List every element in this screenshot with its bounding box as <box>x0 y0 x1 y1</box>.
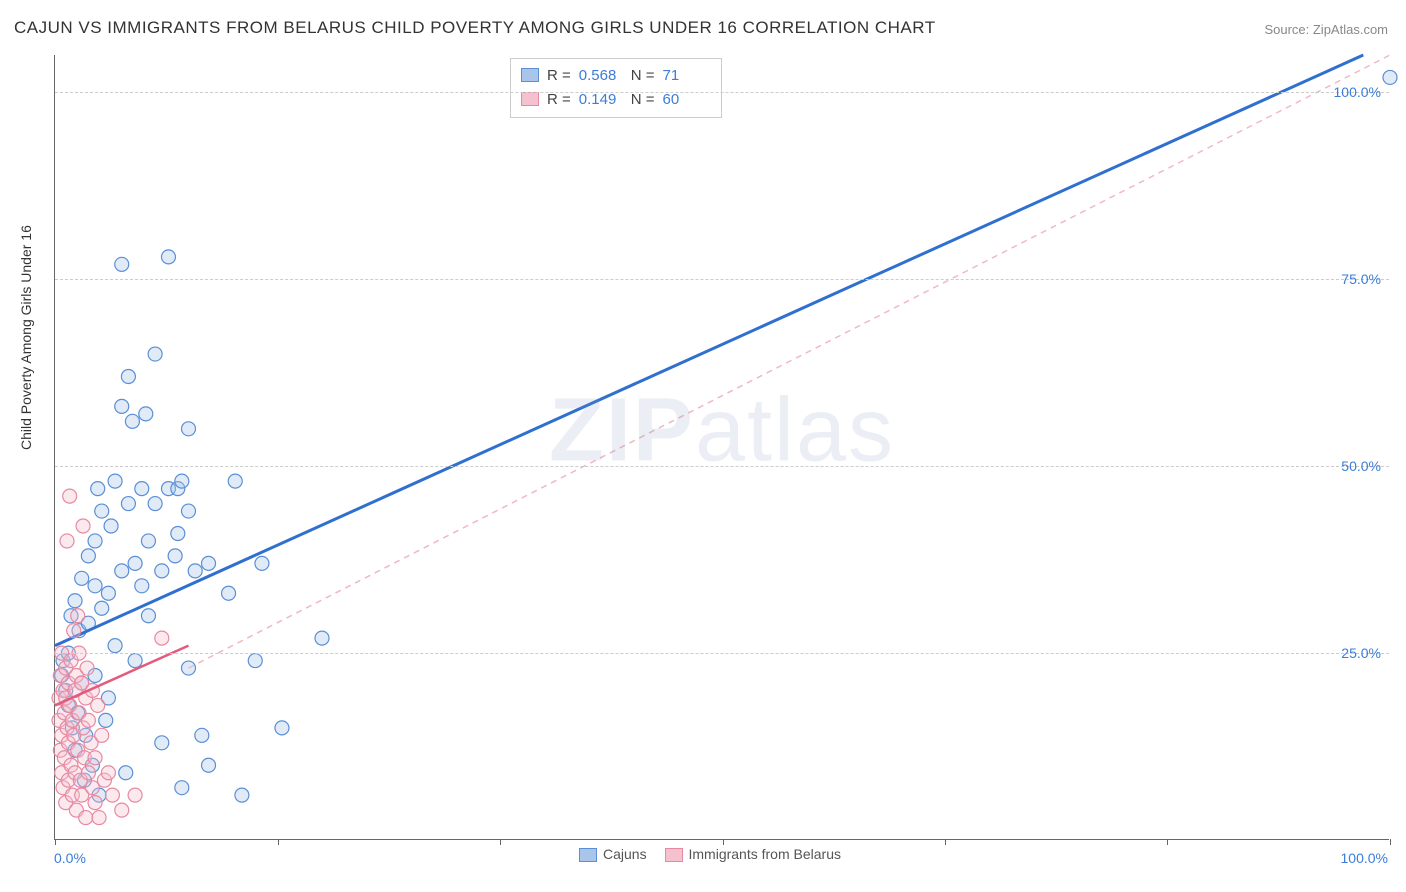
stats-legend-box: R = 0.568 N = 71 R = 0.149 N = 60 <box>510 58 722 118</box>
n-value-cajuns: 71 <box>663 67 707 84</box>
data-point <box>155 564 169 578</box>
legend-swatch-belarus <box>665 848 683 862</box>
data-point <box>128 556 142 570</box>
plot-area: R = 0.568 N = 71 R = 0.149 N = 60 ZIPatl… <box>54 55 1389 840</box>
data-point <box>81 713 95 727</box>
data-point <box>195 728 209 742</box>
data-point <box>81 549 95 563</box>
source-attribution: Source: ZipAtlas.com <box>1264 22 1388 37</box>
data-point <box>95 601 109 615</box>
chart-title: CAJUN VS IMMIGRANTS FROM BELARUS CHILD P… <box>14 18 936 38</box>
data-point <box>121 369 135 383</box>
legend-label-cajuns: Cajuns <box>603 846 647 862</box>
data-point <box>60 534 74 548</box>
trend-extrapolation <box>189 55 1391 668</box>
legend-swatch-cajuns <box>579 848 597 862</box>
data-point <box>255 556 269 570</box>
data-point <box>182 422 196 436</box>
legend-label-belarus: Immigrants from Belarus <box>689 846 841 862</box>
y-tick-label: 50.0% <box>1341 458 1381 474</box>
bottom-legend: Cajuns Immigrants from Belarus <box>0 846 1406 862</box>
data-point <box>76 519 90 533</box>
stats-swatch-belarus <box>521 92 539 106</box>
data-point <box>68 594 82 608</box>
data-point <box>91 482 105 496</box>
data-point <box>135 579 149 593</box>
data-point <box>91 698 105 712</box>
data-point <box>101 766 115 780</box>
data-point <box>99 713 113 727</box>
data-point <box>228 474 242 488</box>
data-point <box>125 414 139 428</box>
data-point <box>155 736 169 750</box>
data-point <box>88 579 102 593</box>
data-point <box>202 758 216 772</box>
data-point <box>71 609 85 623</box>
data-point <box>148 497 162 511</box>
data-point <box>105 788 119 802</box>
n-label: N = <box>631 67 655 84</box>
data-point <box>202 556 216 570</box>
data-point <box>155 631 169 645</box>
data-point <box>128 654 142 668</box>
data-point <box>115 803 129 817</box>
data-point <box>135 482 149 496</box>
data-point <box>128 788 142 802</box>
data-point <box>75 571 89 585</box>
data-point <box>188 564 202 578</box>
data-point <box>115 399 129 413</box>
y-tick-label: 75.0% <box>1341 271 1381 287</box>
data-point <box>108 474 122 488</box>
y-axis-label: Child Poverty Among Girls Under 16 <box>18 225 34 450</box>
data-point <box>171 526 185 540</box>
data-point <box>121 497 135 511</box>
data-point <box>92 811 106 825</box>
data-point <box>115 564 129 578</box>
data-point <box>315 631 329 645</box>
plot-svg <box>55 55 1389 839</box>
data-point <box>79 811 93 825</box>
data-point <box>141 534 155 548</box>
r-label: R = <box>547 67 571 84</box>
trend-line <box>55 55 1363 646</box>
data-point <box>139 407 153 421</box>
data-point <box>88 534 102 548</box>
data-point <box>67 624 81 638</box>
data-point <box>141 609 155 623</box>
data-point <box>148 347 162 361</box>
stats-swatch-cajuns <box>521 68 539 82</box>
data-point <box>80 661 94 675</box>
data-point <box>104 519 118 533</box>
data-point <box>175 474 189 488</box>
data-point <box>222 586 236 600</box>
r-value-cajuns: 0.568 <box>579 67 623 84</box>
data-point <box>235 788 249 802</box>
data-point <box>88 751 102 765</box>
data-point <box>63 489 77 503</box>
data-point <box>95 728 109 742</box>
data-point <box>115 257 129 271</box>
data-point <box>88 796 102 810</box>
data-point <box>81 766 95 780</box>
data-point <box>175 781 189 795</box>
data-point <box>95 504 109 518</box>
data-point <box>108 639 122 653</box>
chart-container: CAJUN VS IMMIGRANTS FROM BELARUS CHILD P… <box>0 0 1406 892</box>
data-point <box>161 250 175 264</box>
y-tick-label: 25.0% <box>1341 645 1381 661</box>
stats-row-belarus: R = 0.149 N = 60 <box>521 87 707 111</box>
data-point <box>101 586 115 600</box>
data-point <box>168 549 182 563</box>
data-point <box>1383 70 1397 84</box>
data-point <box>275 721 289 735</box>
data-point <box>182 504 196 518</box>
y-tick-label: 100.0% <box>1334 84 1381 100</box>
stats-row-cajuns: R = 0.568 N = 71 <box>521 63 707 87</box>
data-point <box>119 766 133 780</box>
data-point <box>248 654 262 668</box>
